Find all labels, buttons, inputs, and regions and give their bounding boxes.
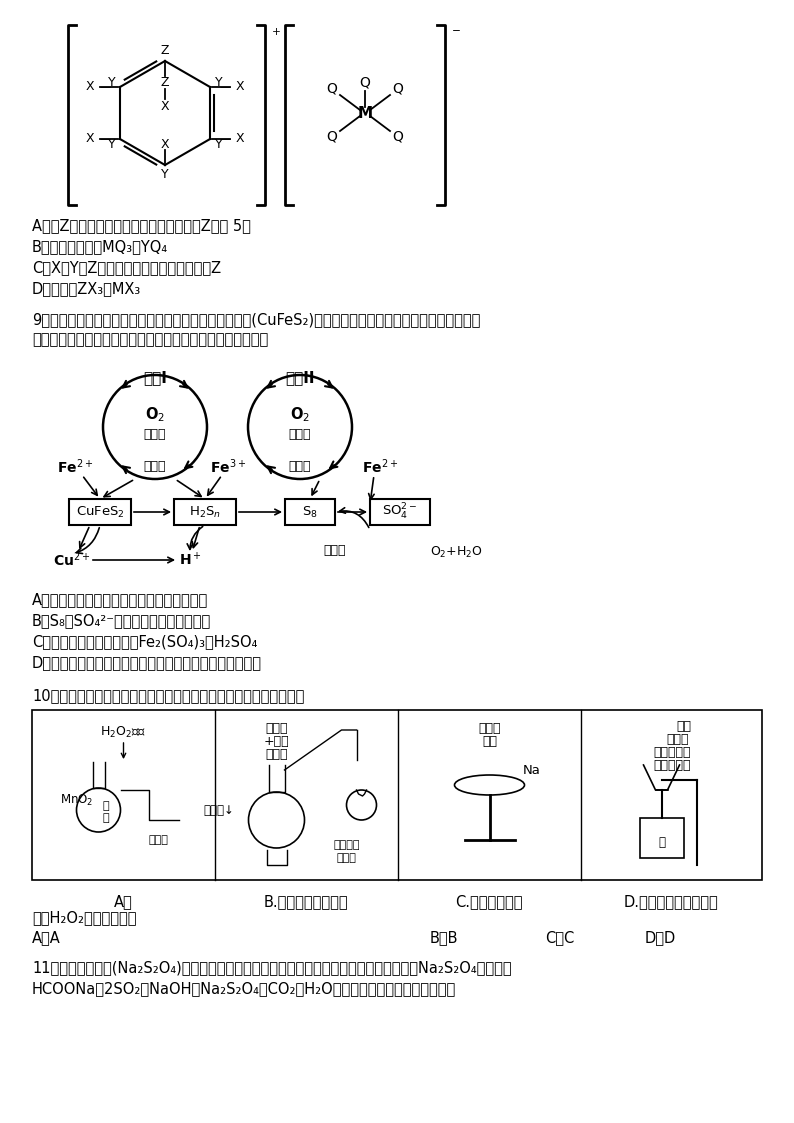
Text: 镁带: 镁带 [676,720,692,733]
Text: X: X [160,100,169,112]
Text: Q: Q [392,82,403,95]
Text: X: X [86,133,94,146]
Text: Q: Q [326,130,337,144]
Bar [639,818,684,858]
Text: H$_2$O$_2$溶液: H$_2$O$_2$溶液 [101,725,147,740]
Text: Y: Y [215,137,222,150]
Text: Z: Z [160,76,169,90]
Text: 碎瓷片↓: 碎瓷片↓ [203,803,234,816]
Text: 11．连二亚硫酸钠(Na₂S₂O₄)易溶于水，难溶于甲醇，在空气中极易被氧化。甲酸钠法制备Na₂S₂O₄的原理为: 11．连二亚硫酸钠(Na₂S₂O₄)易溶于水，难溶于甲醇，在空气中极易被氧化。甲… [32,960,511,975]
Text: +乙醇: +乙醇 [264,734,289,748]
Text: C．X、Y、Z三种元素中，电负性最大的是Z: C．X、Y、Z三种元素中，电负性最大的是Z [32,261,221,275]
Text: Y: Y [161,168,169,182]
Text: Y: Y [215,75,222,89]
Text: $^-$: $^-$ [449,27,461,42]
Text: B.实验室制乙酸乙酯: B.实验室制乙酸乙酯 [264,894,349,909]
Text: S$_8$: S$_8$ [302,504,318,520]
Text: 氯酸钾: 氯酸钾 [666,733,689,746]
Text: 粉的混合物: 粉的混合物 [653,759,691,772]
Text: —: — [219,82,230,92]
Text: 10．利用下列装置和试剂进行实验，设计合理且能达到实验目的的是: 10．利用下列装置和试剂进行实验，设计合理且能达到实验目的的是 [32,688,304,703]
Text: 钠溶液: 钠溶液 [337,853,357,862]
Text: O$_2$+H$_2$O: O$_2$+H$_2$O [430,545,483,559]
Text: D.利用铝热反应冶炼铁: D.利用铝热反应冶炼铁 [623,894,719,909]
Text: D．D: D．D [645,930,676,944]
Text: Fe$^{3+}$: Fe$^{3+}$ [210,458,246,476]
Text: —: — [99,82,110,92]
Text: HCOONa＋2SO₂＋NaOH＝Na₂S₂O₄＋CO₂＋H₂O，装置如图。下列说法正确的是: HCOONa＋2SO₂＋NaOH＝Na₂S₂O₄＋CO₂＋H₂O，装置如图。下列… [32,982,457,996]
Text: Q: Q [392,130,403,144]
Text: Y: Y [107,75,115,89]
Bar [32,710,762,880]
Text: 浓硫酸: 浓硫酸 [265,748,287,761]
Text: —: — [219,134,230,144]
Text: X: X [236,81,245,93]
Text: 反应II: 反应II [285,369,314,385]
Bar [370,499,430,524]
Text: 饱和碳酸: 饱和碳酸 [333,840,360,850]
Text: O$_2$: O$_2$ [290,405,310,424]
Text: C．可以循环使用的物质有Fe₂(SO₄)₃和H₂SO₄: C．可以循环使用的物质有Fe₂(SO₄)₃和H₂SO₄ [32,634,257,649]
Text: 9．生物浸出法炼铜的原理如下：在反应釜中加入黄铜矿(CuFeS₂)、硫酸铁、硫酸和微生物并鼓入空气，黄铜: 9．生物浸出法炼铜的原理如下：在反应釜中加入黄铜矿(CuFeS₂)、硫酸铁、硫酸… [32,312,480,327]
Text: 探究H₂O₂分解的热效应: 探究H₂O₂分解的热效应 [32,910,137,925]
Bar [69,499,131,524]
Text: 水: 水 [658,837,665,849]
Text: 氧化铁与铝: 氧化铁与铝 [653,746,691,759]
Text: Na: Na [522,764,541,776]
Text: 玻璃灰: 玻璃灰 [478,722,501,734]
Text: 矿逐渐溶解，各物质的转化关系如图所示。下列说法错误的是: 矿逐渐溶解，各物质的转化关系如图所示。下列说法错误的是 [32,332,268,347]
Text: Cu$^{2+}$: Cu$^{2+}$ [53,550,91,569]
Text: 微生物: 微生物 [144,460,166,474]
Text: X: X [160,138,169,152]
Text: D．沸点：ZX₃＞MX₃: D．沸点：ZX₃＞MX₃ [32,281,141,296]
Text: O$_2$: O$_2$ [145,405,165,424]
Text: A．A: A．A [32,930,61,944]
Text: A．与Z同周期的元素中，第一电离能小于Z的有 5种: A．与Z同周期的元素中，第一电离能小于Z的有 5种 [32,218,251,232]
Text: CuFeS$_2$: CuFeS$_2$ [75,504,125,520]
Text: A．浸出过程中若温度过高会导致浸出率降低: A．浸出过程中若温度过高会导致浸出率降低 [32,592,208,608]
Text: 冰醋酸: 冰醋酸 [265,722,287,734]
Text: MnO$_2$: MnO$_2$ [60,793,94,807]
Text: X: X [236,133,245,146]
Text: —: — [99,134,110,144]
Text: 微生物: 微生物 [289,429,311,441]
Text: B．S₈、SO₄²⁻中硫原子的杂化方式不同: B．S₈、SO₄²⁻中硫原子的杂化方式不同 [32,613,211,628]
Text: 微生物: 微生物 [144,429,166,441]
Bar [174,499,236,524]
Text: 空
气: 空 气 [102,801,109,823]
Text: C.观察钠的燃烧: C.观察钠的燃烧 [455,894,522,909]
Text: C．C: C．C [545,930,574,944]
Text: 面皿: 面皿 [482,734,497,748]
Text: B．分子的极性：MQ₃＜YQ₄: B．分子的极性：MQ₃＜YQ₄ [32,239,168,254]
Text: Y: Y [107,137,115,150]
Text: Fe$^{2+}$: Fe$^{2+}$ [362,458,398,476]
Text: H$^+$: H$^+$ [179,551,202,568]
Bar [285,499,335,524]
Text: H$_2$S$_n$: H$_2$S$_n$ [189,504,221,520]
Text: Z: Z [160,45,169,57]
Text: 反应I: 反应I [143,369,167,385]
Text: Q: Q [326,82,337,95]
Text: B．B: B．B [430,930,458,944]
Text: A．: A． [114,894,133,909]
Text: 微生物: 微生物 [289,460,311,474]
Text: Q: Q [360,76,371,90]
Text: M: M [357,106,372,120]
Text: D．生物浸出法炼铜相对于传统火法炼铜污染小，适合推广: D．生物浸出法炼铜相对于传统火法炼铜污染小，适合推广 [32,655,262,670]
Text: Fe$^{2+}$: Fe$^{2+}$ [57,458,93,476]
Text: X: X [86,81,94,93]
Text: $^+$: $^+$ [269,27,281,42]
Text: 微生物: 微生物 [324,544,346,557]
Text: SO$_4^{2-}$: SO$_4^{2-}$ [382,502,418,522]
Text: 红墨水: 红墨水 [148,836,168,844]
